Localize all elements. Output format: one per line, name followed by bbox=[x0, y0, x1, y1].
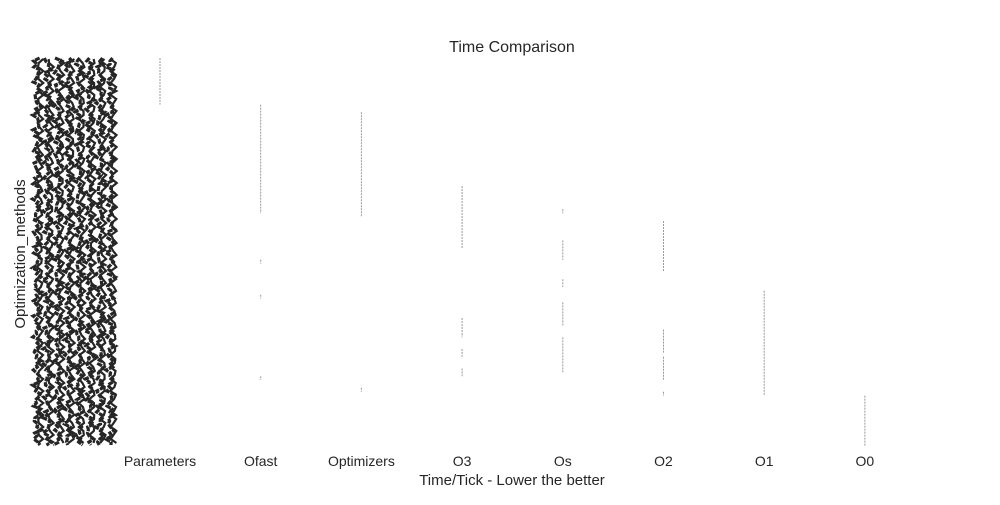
overlapping-y-tick-labels bbox=[108, 58, 119, 444]
x-tick-label: Os bbox=[554, 453, 572, 469]
y-axis-label: Optimization_methods bbox=[12, 179, 29, 328]
x-tick-label: O2 bbox=[654, 453, 673, 469]
overlapping-y-tick-labels bbox=[77, 58, 87, 444]
x-tick-labels: Parameters Ofast Optimizers O3 Os O2 O1 O0 bbox=[124, 453, 875, 469]
overlapping-y-tick-labels bbox=[45, 58, 56, 444]
overlapping-y-tick-labels bbox=[98, 58, 108, 444]
x-tick-label: O0 bbox=[856, 453, 875, 469]
x-tick-label: O3 bbox=[453, 453, 472, 469]
x-axis-label: Time/Tick - Lower the better bbox=[419, 472, 605, 489]
overlapping-y-tick-labels bbox=[81, 56, 98, 446]
overlapping-y-tick-labels bbox=[60, 56, 77, 446]
chart-title: Time Comparison bbox=[449, 39, 575, 56]
x-tick-label: Parameters bbox=[124, 453, 196, 469]
overlapping-y-tick-labels bbox=[87, 58, 98, 444]
overlapping-y-tick-labels bbox=[56, 58, 66, 444]
x-tick-label: Ofast bbox=[244, 453, 278, 469]
overlapping-y-tick-labels bbox=[35, 58, 45, 444]
overlapping-y-tick-labels bbox=[70, 57, 87, 447]
overlapping-y-tick-labels bbox=[49, 56, 67, 447]
overlapping-y-tick-labels bbox=[66, 58, 77, 444]
y-tick-label-clutter bbox=[29, 56, 119, 447]
x-tick-label: O1 bbox=[755, 453, 774, 469]
x-tick-label: Optimizers bbox=[328, 453, 395, 469]
chart-marks bbox=[159, 58, 866, 446]
